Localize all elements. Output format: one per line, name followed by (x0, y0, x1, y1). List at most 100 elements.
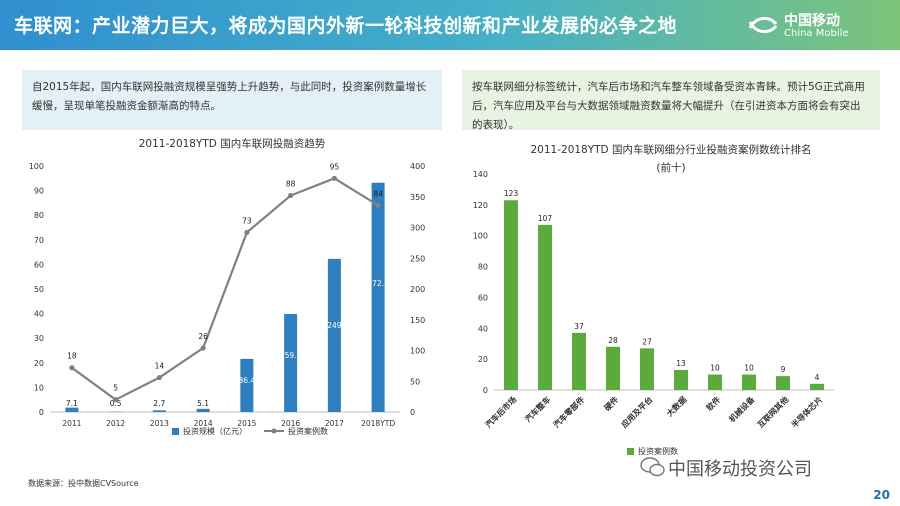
segment-ranking-chart-svg: 0 20 40 60 80 100 120 140 123 汽车后市场 107 汽车整车 37 汽车零部件… (473, 170, 834, 456)
bar-investment-2018YTD (371, 182, 385, 412)
legend-label-cases: 投资案例数 (288, 426, 328, 436)
x-tick-label: 硬件 (602, 394, 620, 412)
legend-label-cases: 投资案例数 (638, 446, 678, 456)
left-y-tick-label: 0 (39, 408, 44, 417)
bar-汽车整车 (538, 224, 552, 390)
bar-机械设备 (742, 374, 756, 390)
china-mobile-logo-icon (748, 17, 778, 33)
left-y-tick-label: 10 (34, 383, 44, 392)
bar-data-label: 372.8 (367, 279, 389, 288)
bar-data-label: 9 (781, 365, 786, 374)
logo-english-name: China Mobile (784, 28, 849, 39)
x-tick-label: 2014 (194, 419, 213, 428)
y-tick-label: 20 (478, 355, 488, 364)
x-tick-label: 汽车零部件 (551, 394, 586, 429)
y-tick-label: 80 (478, 263, 488, 272)
bar-软件 (708, 374, 722, 390)
wechat-icon (640, 457, 665, 477)
bar-investment-2017 (327, 258, 341, 412)
investment-trend-chart-title: 2011-2018YTD 国内车联网投融资趋势 (138, 138, 326, 150)
bar-大数据 (674, 369, 688, 390)
bar-investment-2015 (240, 358, 254, 412)
right-y-tick-label: 350 (410, 193, 425, 202)
line-data-label: 73 (242, 216, 252, 225)
legend-swatch-investment (172, 428, 179, 435)
bar-data-label: 10 (744, 364, 754, 373)
line-point-2016 (288, 192, 294, 199)
bar-汽车零部件 (572, 332, 586, 390)
bar-data-label: 5.1 (197, 399, 209, 408)
line-point-2017 (331, 175, 337, 181)
line-point-2011 (69, 365, 75, 371)
x-tick-label: 汽车后市场 (483, 394, 518, 429)
bar-data-label: 249 (327, 321, 342, 330)
bar-data-label: 10 (710, 364, 720, 373)
y-tick-label: 40 (478, 324, 488, 333)
bar-半导体芯片 (810, 383, 824, 390)
segment-ranking-chart: 2011-2018YTD 国内车联网细分行业投融资案例数统计排名 (前十) 0 2… (462, 132, 880, 462)
investment-trend-chart-svg: 0 10 20 30 40 50 60 70 80 90 100 0 50 100 150 200 250 300… (29, 162, 426, 436)
bar-data-label: 13 (676, 359, 686, 368)
y-tick-label: 0 (483, 386, 488, 395)
bar-investment-2013 (152, 410, 166, 412)
bar-data-label: 7.1 (66, 399, 78, 408)
x-tick-label: 2012 (106, 419, 125, 428)
line-point-2013 (156, 374, 162, 381)
left-y-tick-label: 60 (34, 260, 44, 269)
x-tick-label: 大数据 (664, 394, 688, 418)
x-tick-label: 汽车整车 (523, 394, 553, 424)
x-tick-label: 互联网其他 (755, 394, 790, 429)
right-y-tick-label: 0 (410, 408, 415, 417)
x-tick-label: 2013 (150, 419, 169, 428)
bar-data-label: 27 (642, 337, 652, 346)
right-y-tick-label: 300 (410, 224, 425, 233)
segment-ranking-chart-subtitle: (前十) (656, 162, 686, 174)
china-mobile-logo: 中国移动 China Mobile (742, 6, 882, 46)
x-tick-label: 2017 (325, 419, 344, 428)
line-data-label: 88 (286, 180, 296, 189)
line-data-label: 84 (373, 189, 383, 198)
right-y-tick-label: 50 (410, 377, 420, 386)
header-bar: 车联网：产业潜力巨大，将成为国内外新一轮科技创新和产业发展的必争之地 中国移动 … (0, 0, 900, 50)
y-tick-label: 60 (478, 293, 488, 302)
bar-data-label: 4 (815, 373, 820, 382)
left-y-tick-label: 40 (34, 310, 44, 319)
legend-swatch-cases (627, 448, 634, 455)
right-y-tick-label: 250 (410, 254, 425, 263)
right-summary-text: 按车联网细分标签统计，汽车后市场和汽车整车领域备受资本青睐。预计5G正式商用后，… (472, 81, 865, 131)
x-tick-label: 2015 (237, 419, 256, 428)
page-title: 车联网：产业潜力巨大，将成为国内外新一轮科技创新和产业发展的必争之地 (14, 15, 678, 37)
left-summary-text: 自2015年起，国内车联网投融资规模呈强势上升趋势，与此同时，投资案例数量增长缓… (32, 81, 427, 112)
bar-应用及平台 (640, 348, 654, 390)
x-tick-label: 应用及平台 (619, 394, 654, 429)
bar-investment-2014 (196, 408, 210, 412)
y-tick-label: 100 (473, 232, 488, 241)
bar-data-label: 2.7 (153, 399, 165, 408)
left-y-tick-label: 80 (34, 211, 44, 220)
bar-互联网其他 (776, 376, 790, 390)
bar-data-label: 107 (538, 214, 553, 223)
left-summary-box: 自2015年起，国内车联网投融资规模呈强势上升趋势，与此同时，投资案例数量增长缓… (22, 70, 442, 130)
bar-data-label: 28 (608, 336, 618, 345)
line-data-label: 18 (67, 352, 77, 361)
legend-marker-cases (271, 428, 277, 434)
line-data-label: 95 (330, 162, 340, 171)
bar-硬件 (606, 346, 620, 390)
x-tick-label: 机械设备 (727, 394, 757, 424)
line-point-2018YTD (375, 202, 381, 208)
bar-data-label: 123 (504, 189, 519, 198)
bar-investment-2016 (284, 314, 298, 412)
right-y-tick-label: 150 (410, 316, 425, 325)
x-tick-label: 软件 (704, 394, 722, 412)
data-source-note: 数据来源：投中数据CVSource (28, 479, 139, 488)
left-y-tick-label: 30 (34, 334, 44, 343)
left-y-tick-label: 70 (34, 236, 44, 245)
bar-汽车后市场 (504, 200, 518, 390)
x-tick-label: 2018YTD (361, 419, 395, 428)
page-number: 20 (873, 488, 890, 502)
line-data-label: 26 (198, 332, 208, 341)
line-data-label: 14 (155, 362, 165, 371)
left-y-tick-label: 100 (29, 162, 44, 171)
bar-data-label: 37 (574, 322, 584, 331)
x-tick-label: 2016 (281, 419, 300, 428)
